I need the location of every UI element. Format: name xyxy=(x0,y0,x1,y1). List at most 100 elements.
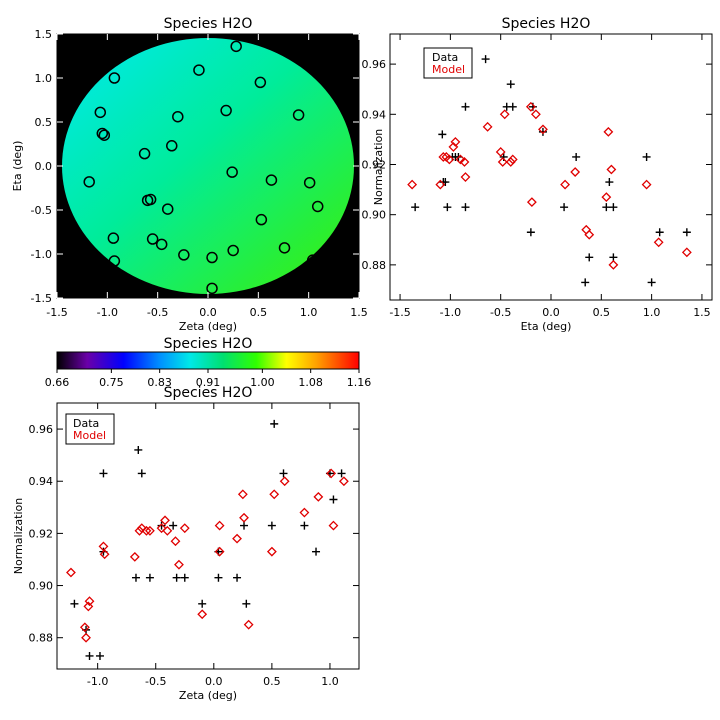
data-point xyxy=(508,102,517,111)
model-point xyxy=(134,525,145,536)
x-tick-label: -0.5 xyxy=(147,306,168,319)
x-tick-label: 0.0 xyxy=(205,675,223,688)
aperture-circle xyxy=(292,109,305,121)
model-point xyxy=(526,197,537,208)
y-tick-label: 0.90 xyxy=(362,209,387,222)
y-tick-label: -1.0 xyxy=(31,248,52,261)
aperture-circle xyxy=(166,140,178,152)
aperture-circle xyxy=(193,64,205,76)
x-tick-label: 0.0 xyxy=(542,306,560,319)
normalization-vs-eta-panel: Species H2O -1.5 -1.0 -0.5 0.0 0.5 1.0 1.5 0.8… xyxy=(362,16,713,333)
data-point xyxy=(233,573,242,582)
model-point xyxy=(99,549,110,560)
data-point xyxy=(655,228,664,237)
model-point xyxy=(497,157,508,167)
y-tick-label: 0.96 xyxy=(362,58,387,71)
model-point xyxy=(495,147,506,157)
map-title: Species H2O xyxy=(164,16,253,32)
x-tick-label: 1.0 xyxy=(643,306,661,319)
data-point xyxy=(137,469,146,478)
model-point xyxy=(525,101,536,112)
data-point xyxy=(609,203,618,212)
model-point xyxy=(482,121,493,132)
model-point xyxy=(450,136,461,147)
aperture-circle xyxy=(178,249,190,261)
data-point xyxy=(180,573,189,582)
aperture-circle xyxy=(108,255,121,267)
model-point xyxy=(581,224,592,235)
aperture-circle xyxy=(230,40,242,53)
aperture-circle xyxy=(144,193,157,206)
x-tick-label: 0.5 xyxy=(250,306,268,319)
model-point xyxy=(313,491,324,502)
model-point xyxy=(606,164,617,175)
x-tick-label: 1.5 xyxy=(350,306,368,319)
aperture-circle xyxy=(108,72,121,84)
model-point xyxy=(538,124,548,135)
eta-x-ticks: -1.5 -1.0 -0.5 0.0 0.5 1.0 1.5 xyxy=(389,34,711,319)
aperture-circle xyxy=(227,244,239,257)
aperture-circle xyxy=(172,110,184,123)
data-point xyxy=(267,521,276,530)
data-point xyxy=(240,521,249,530)
zeta-title: Species H2O xyxy=(164,385,253,401)
colorbar-tick-label: 0.75 xyxy=(99,376,124,389)
map-disk xyxy=(62,38,354,294)
aperture-circle xyxy=(94,106,107,119)
aperture-circles xyxy=(83,40,324,295)
model-point xyxy=(499,109,510,120)
y-tick-label: 0.94 xyxy=(362,108,387,121)
colorbar-gradient xyxy=(56,351,360,370)
colorbar-tick-label: 0.66 xyxy=(45,376,70,389)
y-tick-label: 0.94 xyxy=(29,475,54,488)
data-point xyxy=(270,419,279,428)
model-point xyxy=(84,596,95,607)
model-point xyxy=(162,525,173,536)
colorbar-title: Species H2O xyxy=(164,336,253,352)
aperture-circle xyxy=(206,251,218,264)
data-point xyxy=(647,278,656,287)
data-point xyxy=(461,203,470,212)
model-point xyxy=(214,520,225,531)
y-tick-label: 0.88 xyxy=(29,632,54,645)
aperture-circle xyxy=(254,76,267,89)
data-point xyxy=(312,547,321,556)
data-point xyxy=(605,178,614,187)
model-point xyxy=(328,520,339,531)
model-point xyxy=(507,154,518,165)
data-point xyxy=(85,651,94,660)
zeta-data-series xyxy=(70,419,346,660)
model-point xyxy=(435,179,446,190)
colorbar-tick-label: 1.08 xyxy=(298,376,323,389)
y-tick-label: 0.5 xyxy=(35,116,53,129)
model-point xyxy=(79,622,90,633)
map-y-label: Eta (deg) xyxy=(11,141,24,192)
model-point xyxy=(459,157,470,167)
colorbar-ticks: 0.66 0.75 0.83 0.91 1.00 1.08 1.16 xyxy=(45,369,371,389)
data-point xyxy=(682,228,691,237)
eta-model-series xyxy=(407,101,692,270)
data-point xyxy=(572,152,581,161)
model-point xyxy=(174,559,184,570)
aperture-circle xyxy=(206,282,218,295)
model-point xyxy=(460,172,471,182)
model-point xyxy=(601,192,612,203)
y-tick-label: 1.0 xyxy=(35,72,53,85)
aperture-circle xyxy=(220,104,232,117)
species-map-panel: Species H2O -1.5 -1.0 -0.5 0.0 0.5 1.0 1.5 -1.… xyxy=(11,16,368,333)
data-point xyxy=(581,278,590,287)
model-point xyxy=(653,237,664,248)
aperture-circle xyxy=(155,238,168,251)
zeta-x-label: Zeta (deg) xyxy=(179,689,237,702)
model-point xyxy=(160,515,170,526)
model-point xyxy=(681,247,692,258)
aperture-circle xyxy=(138,147,151,160)
y-tick-label: -0.5 xyxy=(31,204,52,217)
y-tick-label: 1.5 xyxy=(35,28,53,41)
eta-x-label: Eta (deg) xyxy=(521,320,572,333)
map-x-label: Zeta (deg) xyxy=(179,320,237,333)
zeta-model-series xyxy=(66,468,349,643)
aperture-circle xyxy=(107,232,120,244)
model-point xyxy=(156,523,167,534)
data-point xyxy=(585,253,594,262)
